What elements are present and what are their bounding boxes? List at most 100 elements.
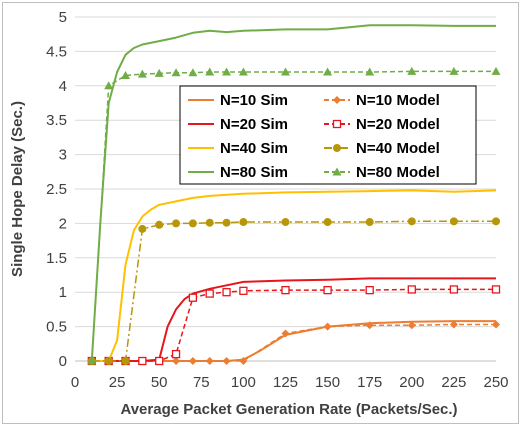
square-marker [188, 293, 198, 302]
y-tick-label: 4 [59, 78, 67, 95]
x-axis-title: Average Packet Generation Rate (Packets/… [120, 401, 457, 418]
circle-marker [104, 357, 113, 365]
x-tick-label: 200 [399, 374, 424, 391]
x-tick-label: 0 [71, 374, 79, 391]
y-tick-label: 3 [59, 147, 67, 164]
triangle-marker [407, 66, 417, 75]
diamond-marker [188, 357, 197, 365]
y-tick-label: 0.5 [46, 319, 67, 336]
square-marker [155, 356, 164, 366]
diamond-marker [239, 357, 248, 365]
square-marker [323, 285, 332, 295]
triangle-marker [238, 67, 248, 76]
x-tick-label: 175 [357, 374, 382, 391]
circle-marker [449, 217, 458, 226]
circle-marker [205, 218, 214, 227]
legend-label: N=40 Model [356, 140, 440, 157]
triangle-marker [104, 81, 114, 90]
square-marker [332, 119, 342, 129]
axes: 00.511.522.533.544.550 25 50 75 100 125 150 175… [46, 9, 508, 391]
square-marker [491, 285, 501, 294]
triangle-marker [188, 68, 198, 77]
triangle-marker [137, 69, 147, 78]
y-tick-label: 1 [59, 284, 67, 301]
triangle-marker [365, 67, 375, 76]
diamond-marker [492, 320, 500, 329]
diamond-marker [333, 96, 341, 104]
series-n-80-model [87, 66, 501, 365]
y-tick-label: 3.5 [46, 112, 67, 129]
legend-label: N=10 Model [356, 92, 440, 109]
series-n-80-sim [90, 24, 496, 362]
series-line [91, 220, 496, 362]
circle-marker [155, 220, 164, 229]
y-axis-title: Single Hope Delay (Sec.) [9, 101, 26, 277]
y-tick-label: 5 [59, 9, 67, 26]
chart-frame [2, 2, 519, 424]
circle-marker [138, 224, 147, 233]
circle-marker [281, 218, 290, 227]
series-line [91, 288, 496, 362]
legend-entry: N=40 Sim [188, 140, 288, 157]
circle-marker [222, 218, 231, 227]
triangle-marker [222, 67, 232, 76]
series-line [90, 24, 496, 362]
legend-entry: N=20 Sim [188, 116, 288, 133]
legend-entry: N=80 Model [324, 164, 440, 181]
diamond-marker [172, 357, 181, 365]
y-tick-label: 4.5 [46, 43, 67, 60]
circle-marker [333, 144, 341, 152]
circle-marker [407, 217, 416, 226]
series-line [91, 189, 497, 362]
diamond-marker [323, 322, 332, 331]
y-tick-label: 0 [59, 353, 67, 370]
x-tick-label: 75 [193, 374, 210, 391]
legend: N=10 Sim N=20 Sim N=40 Sim N=80 Sim N=10 Mod… [179, 85, 477, 185]
circle-marker [121, 357, 130, 365]
triangle-marker [87, 356, 97, 365]
series-n-40-model [87, 217, 500, 365]
legend-box [179, 85, 477, 185]
legend-label: N=10 Sim [220, 92, 288, 109]
series-n-40-sim [91, 189, 497, 362]
circle-marker [492, 217, 500, 226]
circle-marker [172, 219, 181, 228]
diamond-marker [365, 321, 374, 330]
legend-label: N=80 Sim [220, 164, 288, 181]
legend-entry: N=10 Sim [188, 92, 288, 109]
series-line [91, 277, 496, 362]
legend-label: N=20 Sim [220, 116, 288, 133]
legend-entry: N=80 Sim [188, 164, 288, 181]
y-tick-label: 1.5 [46, 250, 67, 267]
square-marker [449, 285, 459, 294]
triangle-marker [171, 68, 181, 77]
circle-marker [365, 218, 374, 227]
square-marker [138, 356, 147, 366]
circle-marker [188, 219, 197, 228]
x-tick-label: 50 [151, 374, 168, 391]
x-tick-label: 150 [315, 374, 340, 391]
square-marker [281, 285, 290, 295]
square-marker [171, 349, 181, 359]
triangle-marker [121, 70, 131, 79]
x-tick-label: 250 [483, 374, 508, 391]
square-marker [365, 285, 374, 295]
triangle-marker [491, 66, 501, 75]
series-n-10-model [87, 320, 500, 365]
y-tick-label: 2.5 [46, 181, 67, 198]
diamond-marker [449, 320, 458, 329]
triangle-marker [449, 66, 459, 75]
circle-marker [323, 218, 332, 227]
legend-entry: N=10 Model [324, 92, 440, 109]
x-tick-label: 25 [109, 374, 126, 391]
legend-label: N=80 Model [356, 164, 440, 181]
square-marker [239, 286, 248, 295]
legend-entry: N=40 Model [324, 140, 440, 157]
diamond-marker [281, 329, 290, 338]
legend-entry: N=20 Model [324, 116, 440, 133]
x-tick-label: 225 [441, 374, 466, 391]
x-tick-label: 125 [273, 374, 298, 391]
triangle-marker [205, 67, 215, 76]
legend-label: N=20 Model [356, 116, 440, 133]
